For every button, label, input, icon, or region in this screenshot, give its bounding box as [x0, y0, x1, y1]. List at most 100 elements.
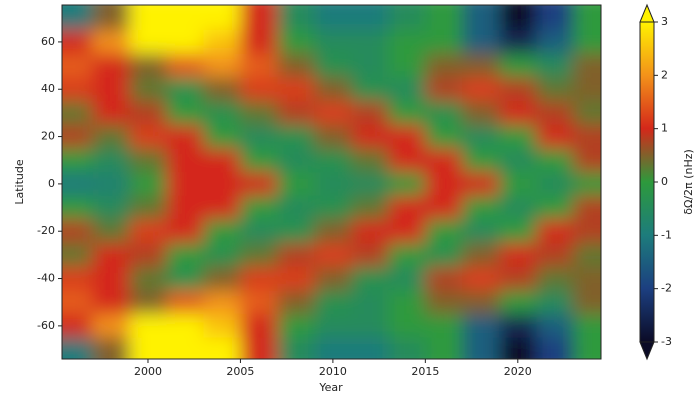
heat-cell — [129, 77, 167, 102]
x-tick-label: 2000 — [134, 365, 162, 378]
heat-cell — [536, 30, 574, 55]
heat-cell — [536, 195, 574, 220]
heat-cell — [240, 30, 278, 55]
colorbar — [640, 22, 654, 342]
heat-cell — [129, 53, 167, 78]
heat-cell — [573, 195, 601, 220]
heat-cell — [388, 219, 426, 244]
colorbar-extend-bottom — [639, 341, 655, 361]
heat-cell — [499, 77, 537, 102]
heat-cell — [203, 124, 241, 149]
heat-cell — [166, 172, 204, 197]
heat-cell — [425, 53, 463, 78]
heat-cell — [388, 5, 426, 31]
heat-cell — [462, 243, 500, 268]
heat-cell — [203, 337, 241, 359]
heat-cell — [388, 30, 426, 55]
x-tick-label: 2005 — [226, 365, 254, 378]
heat-cell — [129, 219, 167, 244]
heat-cell — [425, 30, 463, 55]
heat-cell — [92, 101, 130, 126]
heat-cell — [203, 290, 241, 315]
colorbar-tick-label: -1 — [661, 228, 672, 241]
colorbar-tick-label: 1 — [661, 122, 668, 135]
heat-cell — [277, 30, 315, 55]
heat-cell — [129, 337, 167, 359]
heat-cell — [129, 243, 167, 268]
heat-cell — [462, 148, 500, 173]
heat-cell — [351, 219, 389, 244]
heat-cell — [314, 219, 352, 244]
heat-cell — [240, 243, 278, 268]
heat-cell — [573, 314, 601, 339]
colorbar-tick-label: -3 — [661, 335, 672, 348]
heat-cell — [92, 219, 130, 244]
heat-cell — [277, 266, 315, 291]
heat-cell — [388, 77, 426, 102]
heat-cell — [388, 314, 426, 339]
heat-cell — [62, 148, 94, 173]
heat-cell — [388, 243, 426, 268]
heat-cell — [314, 101, 352, 126]
heat-cell — [62, 219, 94, 244]
heat-cell — [573, 30, 601, 55]
heat-cell — [425, 219, 463, 244]
heat-cell — [62, 101, 94, 126]
heat-cell — [425, 266, 463, 291]
heat-cell — [62, 30, 94, 55]
heat-cell — [499, 290, 537, 315]
heat-cell — [536, 148, 574, 173]
heat-cell — [425, 148, 463, 173]
heat-cell — [499, 337, 537, 359]
heat-cell — [536, 243, 574, 268]
heat-cell — [166, 195, 204, 220]
heat-cell — [351, 124, 389, 149]
heat-cell — [351, 266, 389, 291]
heat-cell — [351, 314, 389, 339]
heat-cell — [388, 172, 426, 197]
heat-cell — [573, 77, 601, 102]
heat-cell — [314, 53, 352, 78]
heat-cell — [462, 30, 500, 55]
heat-cell — [462, 195, 500, 220]
heat-cell — [351, 5, 389, 31]
heat-cell — [462, 314, 500, 339]
y-tick-label: 40 — [41, 82, 55, 95]
heat-cell — [129, 30, 167, 55]
heat-cell — [388, 148, 426, 173]
heat-cell — [129, 290, 167, 315]
x-tick-label: 2015 — [411, 365, 439, 378]
heat-cell — [573, 5, 601, 31]
heat-cell — [499, 219, 537, 244]
heat-cell — [536, 53, 574, 78]
heat-cell — [92, 243, 130, 268]
heat-cell — [203, 219, 241, 244]
heat-cell — [499, 53, 537, 78]
heat-cell — [573, 124, 601, 149]
heat-cell — [92, 314, 130, 339]
heat-cell — [62, 314, 94, 339]
heat-cell — [536, 124, 574, 149]
heat-cell — [351, 148, 389, 173]
heat-cell — [573, 148, 601, 173]
colorbar-tick-label: 2 — [661, 68, 668, 81]
heat-cell — [277, 148, 315, 173]
heat-cell — [240, 337, 278, 359]
heat-cell — [277, 195, 315, 220]
heat-cell — [314, 314, 352, 339]
heat-cell — [314, 30, 352, 55]
heat-cell — [277, 124, 315, 149]
heat-cell — [166, 124, 204, 149]
heat-cell — [462, 77, 500, 102]
heat-cell — [62, 5, 94, 31]
heat-cell — [240, 101, 278, 126]
heat-cell — [573, 266, 601, 291]
heat-cell — [425, 101, 463, 126]
heat-cell — [62, 172, 94, 197]
heat-cell — [92, 77, 130, 102]
heat-cell — [462, 266, 500, 291]
heat-cell — [240, 124, 278, 149]
heat-cell — [462, 290, 500, 315]
x-tick-label: 2010 — [319, 365, 347, 378]
heat-cell — [240, 219, 278, 244]
